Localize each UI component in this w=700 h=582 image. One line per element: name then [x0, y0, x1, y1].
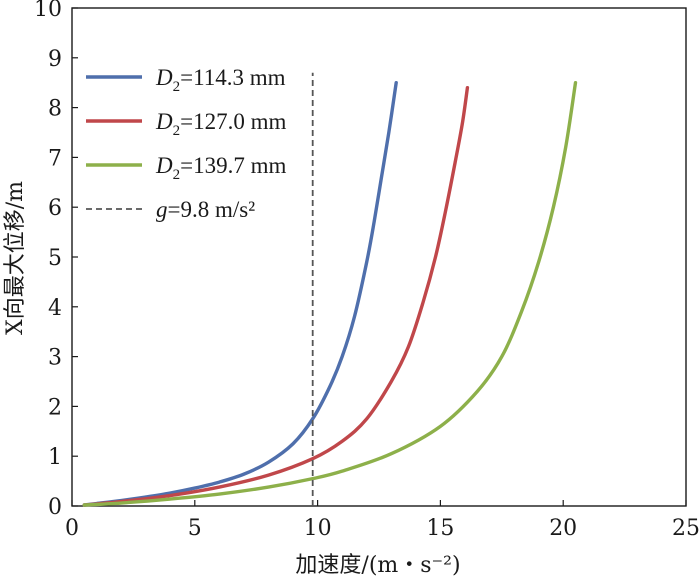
- legend-symbol: D: [155, 153, 173, 178]
- legend-label-2: D2=127.0 mm: [155, 109, 286, 139]
- x-tick-label: 0: [65, 516, 79, 541]
- y-tick-label: 6: [48, 196, 62, 221]
- legend-label-4: g=9.8 m/s²: [156, 197, 255, 222]
- legend-value: =139.7 mm: [180, 153, 286, 178]
- legend-label-3: D2=139.7 mm: [155, 153, 286, 183]
- series-layer: [82, 72, 578, 507]
- y-tick-label: 7: [48, 146, 62, 171]
- y-tick-label: 10: [34, 0, 62, 22]
- y-tick-label: 8: [48, 97, 62, 122]
- y-axis-title: X向最大位移/m: [3, 181, 28, 335]
- axes: 0 5 10 15 20 25 0 1 2 3 4 5 6 7 8 9 10: [34, 0, 700, 541]
- y-tick-label: 4: [48, 296, 62, 321]
- legend-value: =127.0 mm: [180, 109, 286, 134]
- x-axis-title: 加速度/(m・s⁻²): [295, 553, 460, 578]
- series-line-1: [82, 81, 398, 507]
- y-tick-label: 1: [48, 445, 62, 470]
- y-tick-label: 3: [48, 346, 62, 371]
- x-tick-label: 10: [304, 516, 332, 541]
- x-tick-label: 5: [188, 516, 202, 541]
- legend-value: =114.3 mm: [180, 65, 286, 90]
- legend-label-1: D2=114.3 mm: [155, 65, 286, 95]
- series-line-2: [82, 85, 470, 507]
- legend-symbol: g: [156, 197, 168, 222]
- legend-symbol: D: [155, 65, 173, 90]
- series-line-3: [82, 81, 578, 507]
- legend-symbol: D: [155, 109, 173, 134]
- x-tick-label: 25: [672, 516, 700, 541]
- x-tick-label: 20: [549, 516, 577, 541]
- legend-value: =9.8 m/s²: [168, 197, 256, 222]
- y-tick-label: 2: [48, 395, 62, 420]
- y-tick-label: 5: [48, 246, 62, 271]
- legend-subscript: 2: [173, 79, 181, 95]
- legend-subscript: 2: [173, 123, 181, 139]
- y-tick-label: 9: [48, 47, 62, 72]
- x-tick-label: 15: [426, 516, 454, 541]
- legend-subscript: 2: [173, 167, 181, 183]
- y-tick-label: 0: [48, 495, 62, 520]
